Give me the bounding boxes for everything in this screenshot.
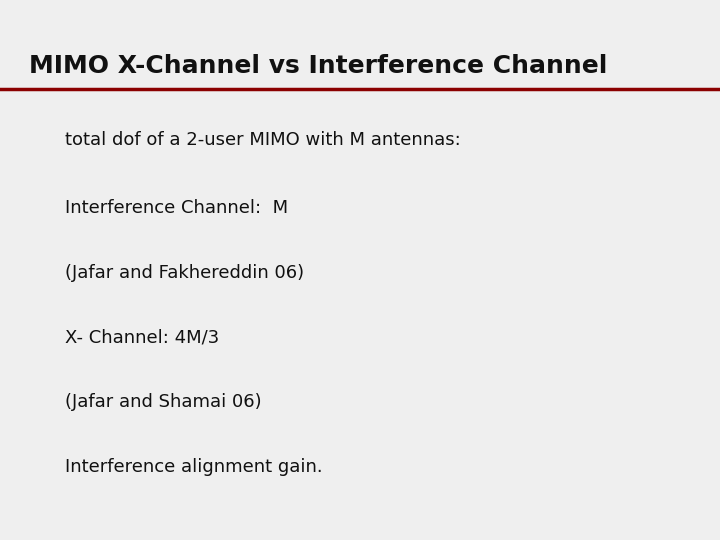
Text: Interference alignment gain.: Interference alignment gain. [65,458,323,476]
Text: MIMO X-Channel vs Interference Channel: MIMO X-Channel vs Interference Channel [29,54,607,78]
Text: Interference Channel:  M: Interference Channel: M [65,199,288,217]
Text: (Jafar and Fakhereddin 06): (Jafar and Fakhereddin 06) [65,264,304,282]
Text: (Jafar and Shamai 06): (Jafar and Shamai 06) [65,393,261,411]
Text: X- Channel: 4M/3: X- Channel: 4M/3 [65,328,219,347]
Text: total dof of a 2-user MIMO with M antennas:: total dof of a 2-user MIMO with M antenn… [65,131,461,150]
